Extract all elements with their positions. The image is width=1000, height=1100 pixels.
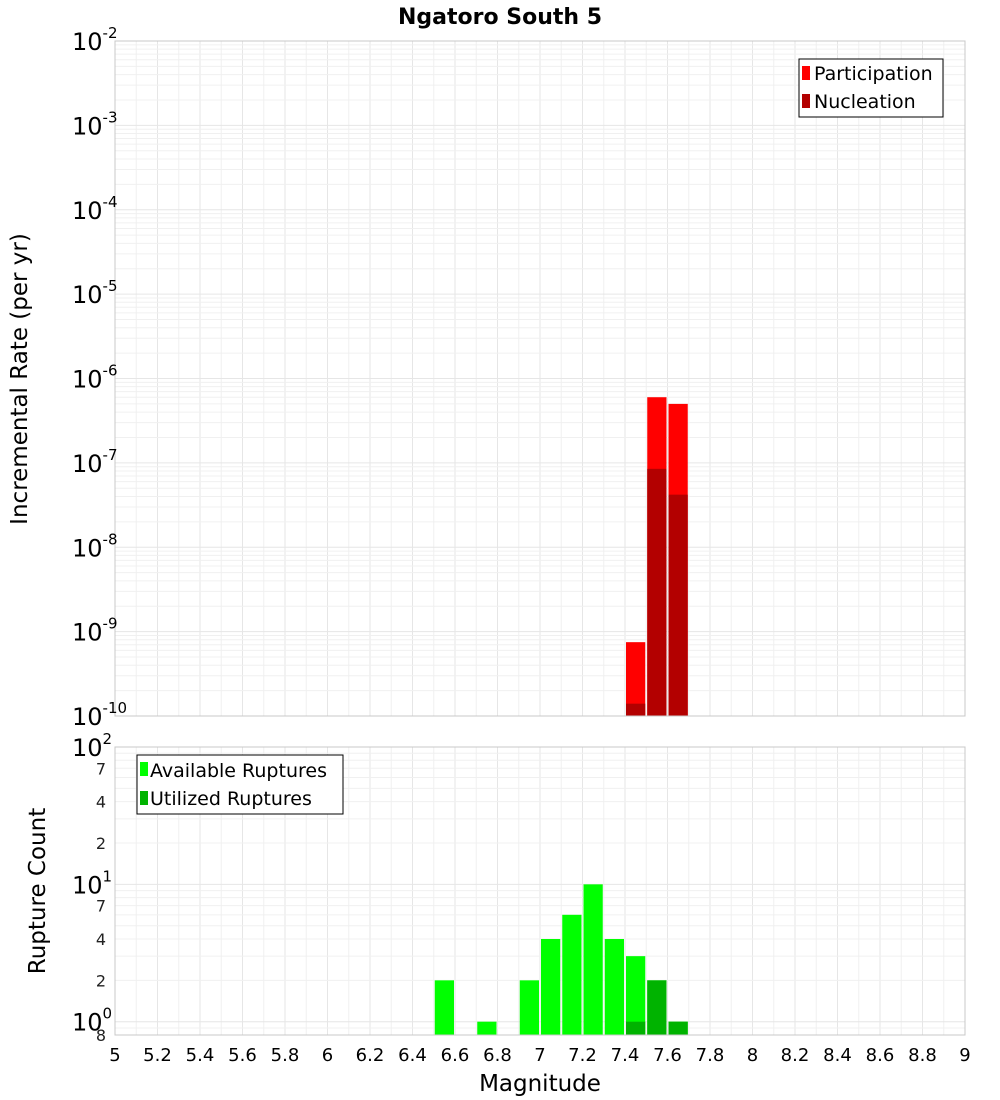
count-bar-available-ruptures <box>604 939 624 1035</box>
x-tick-label: 6.2 <box>356 1045 385 1066</box>
top-bars <box>626 397 688 716</box>
legend-label-participation: Participation <box>814 63 933 85</box>
count-y-tick-label: 100 <box>72 1005 112 1037</box>
x-tick-label: 5.8 <box>271 1045 300 1066</box>
legend-swatch-nucleation <box>802 94 810 108</box>
rate-y-tick-label: 10-9 <box>72 615 118 647</box>
count-y-minor-tick-label: 4 <box>96 793 106 812</box>
x-tick-label: 7.4 <box>611 1045 640 1066</box>
rate-bar-nucleation <box>647 468 667 716</box>
bottom-plot-frame <box>114 746 966 1036</box>
count-y-minor-tick-label: 8 <box>96 1026 106 1045</box>
rate-bar-nucleation <box>668 494 688 716</box>
rate-y-tick-label: 10-4 <box>72 193 118 225</box>
top-y-tick-labels: 10-2 10-3 10-4 10-5 10-6 10-7 10-8 10-9 10-10 <box>72 24 127 731</box>
count-bar-available-ruptures <box>434 980 454 1035</box>
count-y-minor-tick-label: 2 <box>96 971 106 990</box>
rate-y-tick-label: 10-5 <box>72 277 118 309</box>
count-bar-available-ruptures <box>541 939 561 1035</box>
rate-y-tick-label: 10-7 <box>72 446 118 478</box>
count-bar-available-ruptures <box>519 980 539 1035</box>
x-tick-label: 5.2 <box>143 1045 172 1066</box>
count-bar-available-ruptures <box>477 1021 497 1035</box>
bottom-legend: Available Ruptures Utilized Ruptures <box>136 754 344 815</box>
x-tick-label: 8.8 <box>908 1045 937 1066</box>
x-tick-label: 6.4 <box>398 1045 427 1066</box>
count-bar-available-ruptures <box>583 884 603 1035</box>
count-bar-utilized-ruptures <box>626 1021 646 1035</box>
x-tick-label: 8.2 <box>781 1045 810 1066</box>
rate-bar-participation <box>626 642 646 716</box>
rate-y-tick-label: 10-3 <box>72 108 118 140</box>
x-tick-label: 6.8 <box>483 1045 512 1066</box>
top-legend: Participation Nucleation <box>798 58 944 118</box>
legend-label-utilized: Utilized Ruptures <box>150 788 312 810</box>
x-tick-label: 5 <box>109 1045 120 1066</box>
rate-bar-nucleation <box>626 703 646 716</box>
x-tick-label: 7.8 <box>696 1045 725 1066</box>
legend-label-available: Available Ruptures <box>150 760 327 782</box>
x-tick-label: 7 <box>534 1045 545 1066</box>
top-plot-frame <box>114 40 966 717</box>
x-tick-label: 8.4 <box>823 1045 852 1066</box>
bottom-bars <box>434 884 688 1035</box>
count-bar-available-ruptures <box>562 914 582 1035</box>
x-tick-label: 6.6 <box>441 1045 470 1066</box>
x-tick-label: 8 <box>747 1045 758 1066</box>
bottom-y-tick-labels: 102 101 100 7 4 2 7 4 2 8 <box>72 730 112 1045</box>
rate-y-tick-label: 10-8 <box>72 530 118 562</box>
rate-y-tick-label: 10-10 <box>72 699 127 731</box>
count-y-minor-tick-label: 7 <box>96 897 106 916</box>
rupture-count-panel: 102 101 100 7 4 2 7 4 2 8 5 5.2 5.4 5.6 5.8 6 6.2 6.4 6.6… <box>25 730 971 1097</box>
chart-title: Ngatoro South 5 <box>398 5 602 30</box>
x-tick-label: 9 <box>959 1045 970 1066</box>
count-y-tick-label: 102 <box>72 730 112 762</box>
x-tick-label: 5.4 <box>186 1045 215 1066</box>
legend-swatch-available <box>140 762 148 776</box>
count-bar-utilized-ruptures <box>668 1021 688 1035</box>
top-y-axis-title: Incremental Rate (per yr) <box>7 233 33 525</box>
count-bar-utilized-ruptures <box>647 980 667 1035</box>
rate-y-tick-label: 10-2 <box>72 24 118 56</box>
x-axis-title: Magnitude <box>479 1071 601 1097</box>
legend-swatch-participation <box>802 66 810 80</box>
count-y-tick-label: 101 <box>72 867 112 899</box>
x-tick-label: 7.6 <box>653 1045 682 1066</box>
count-y-minor-tick-label: 7 <box>96 759 106 778</box>
x-tick-label: 8.6 <box>866 1045 895 1066</box>
x-tick-labels: 5 5.2 5.4 5.6 5.8 6 6.2 6.4 6.6 6.8 7 7.2 7.4 7.6 7.8 8… <box>109 1045 970 1066</box>
bottom-grid <box>114 746 966 1036</box>
count-y-minor-tick-label: 2 <box>96 834 106 853</box>
top-grid <box>114 40 966 717</box>
bottom-y-axis-title: Rupture Count <box>25 808 51 974</box>
x-tick-label: 6 <box>322 1045 333 1066</box>
count-bar-available-ruptures <box>626 956 646 1035</box>
legend-swatch-utilized <box>140 791 148 805</box>
top-legend-box <box>798 58 944 118</box>
count-y-minor-tick-label: 4 <box>96 930 106 949</box>
legend-label-nucleation: Nucleation <box>814 91 916 113</box>
incremental-rate-panel: 10-2 10-3 10-4 10-5 10-6 10-7 10-8 10-9 10-10 In… <box>7 24 966 731</box>
rate-y-tick-label: 10-6 <box>72 362 118 394</box>
bottom-legend-box <box>136 754 344 815</box>
x-tick-label: 7.2 <box>568 1045 597 1066</box>
x-tick-label: 5.6 <box>228 1045 257 1066</box>
